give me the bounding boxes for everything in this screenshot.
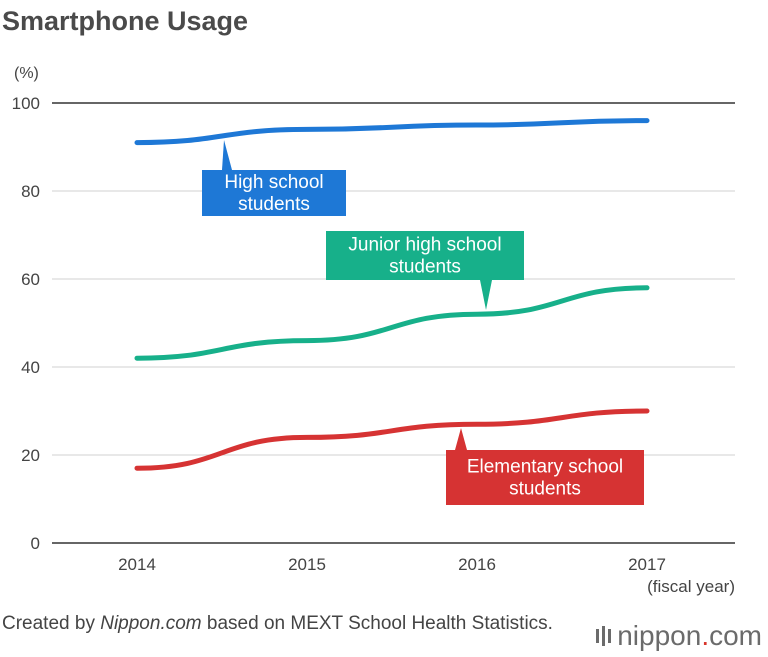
x-tick-label: 2017 — [628, 555, 666, 574]
series-line-0 — [134, 118, 650, 146]
source-name: Nippon.com — [100, 613, 202, 634]
nippon-logo: nippon.com — [596, 620, 762, 652]
data-point — [476, 124, 478, 126]
data-point — [646, 120, 648, 122]
y-tick-label: 20 — [21, 446, 40, 465]
series-label: Junior high school — [348, 235, 501, 256]
data-point — [646, 287, 648, 289]
x-axis-label: (fiscal year) — [647, 577, 735, 596]
series-label: students — [509, 479, 581, 500]
callout-box — [326, 231, 524, 280]
data-point — [306, 128, 308, 130]
series-label: students — [238, 194, 310, 215]
logo-name: nippon — [617, 620, 702, 651]
data-point — [136, 142, 138, 144]
data-point — [476, 313, 478, 315]
y-tick-label: 0 — [31, 534, 40, 553]
chart-title: Smartphone Usage — [2, 6, 248, 36]
data-point — [136, 467, 138, 469]
gridlines — [52, 102, 735, 544]
callout-box — [202, 170, 346, 216]
y-tick-label: 80 — [21, 182, 40, 201]
callout-box — [446, 450, 644, 505]
callout-pointer — [455, 428, 467, 450]
y-tick-label: 40 — [21, 358, 40, 377]
data-point — [476, 423, 478, 425]
x-tick-label: 2016 — [458, 555, 496, 574]
y-axis-ticks: 0 20 40 60 80 100 — [12, 94, 40, 553]
series-line-1 — [134, 285, 650, 361]
data-point — [136, 357, 138, 359]
x-tick-label: 2015 — [288, 555, 326, 574]
y-axis-unit: (%) — [14, 65, 39, 82]
data-point — [306, 340, 308, 342]
source-prefix: Created by — [2, 613, 101, 634]
x-axis-ticks: 2014 2015 2016 2017 — [118, 555, 666, 574]
data-point — [646, 410, 648, 412]
callout-pointer — [480, 280, 492, 310]
series-label: students — [389, 257, 461, 278]
y-tick-label: 100 — [12, 94, 40, 113]
source-suffix: based on MEXT School Health Statistics. — [201, 613, 553, 634]
logo-bars-icon — [596, 626, 612, 646]
data-point — [306, 436, 308, 438]
y-tick-label: 60 — [21, 270, 40, 289]
x-tick-label: 2014 — [118, 555, 156, 574]
callout-pointer — [222, 140, 232, 170]
source-note: Created by Nippon.com based on MEXT Scho… — [2, 612, 562, 635]
series-line-2 — [134, 408, 650, 471]
logo-tld: com — [709, 620, 762, 651]
series-lines — [134, 118, 650, 471]
series-label: Elementary school — [467, 457, 623, 478]
logo-dot: . — [701, 620, 710, 651]
series-label: High school — [224, 172, 323, 193]
